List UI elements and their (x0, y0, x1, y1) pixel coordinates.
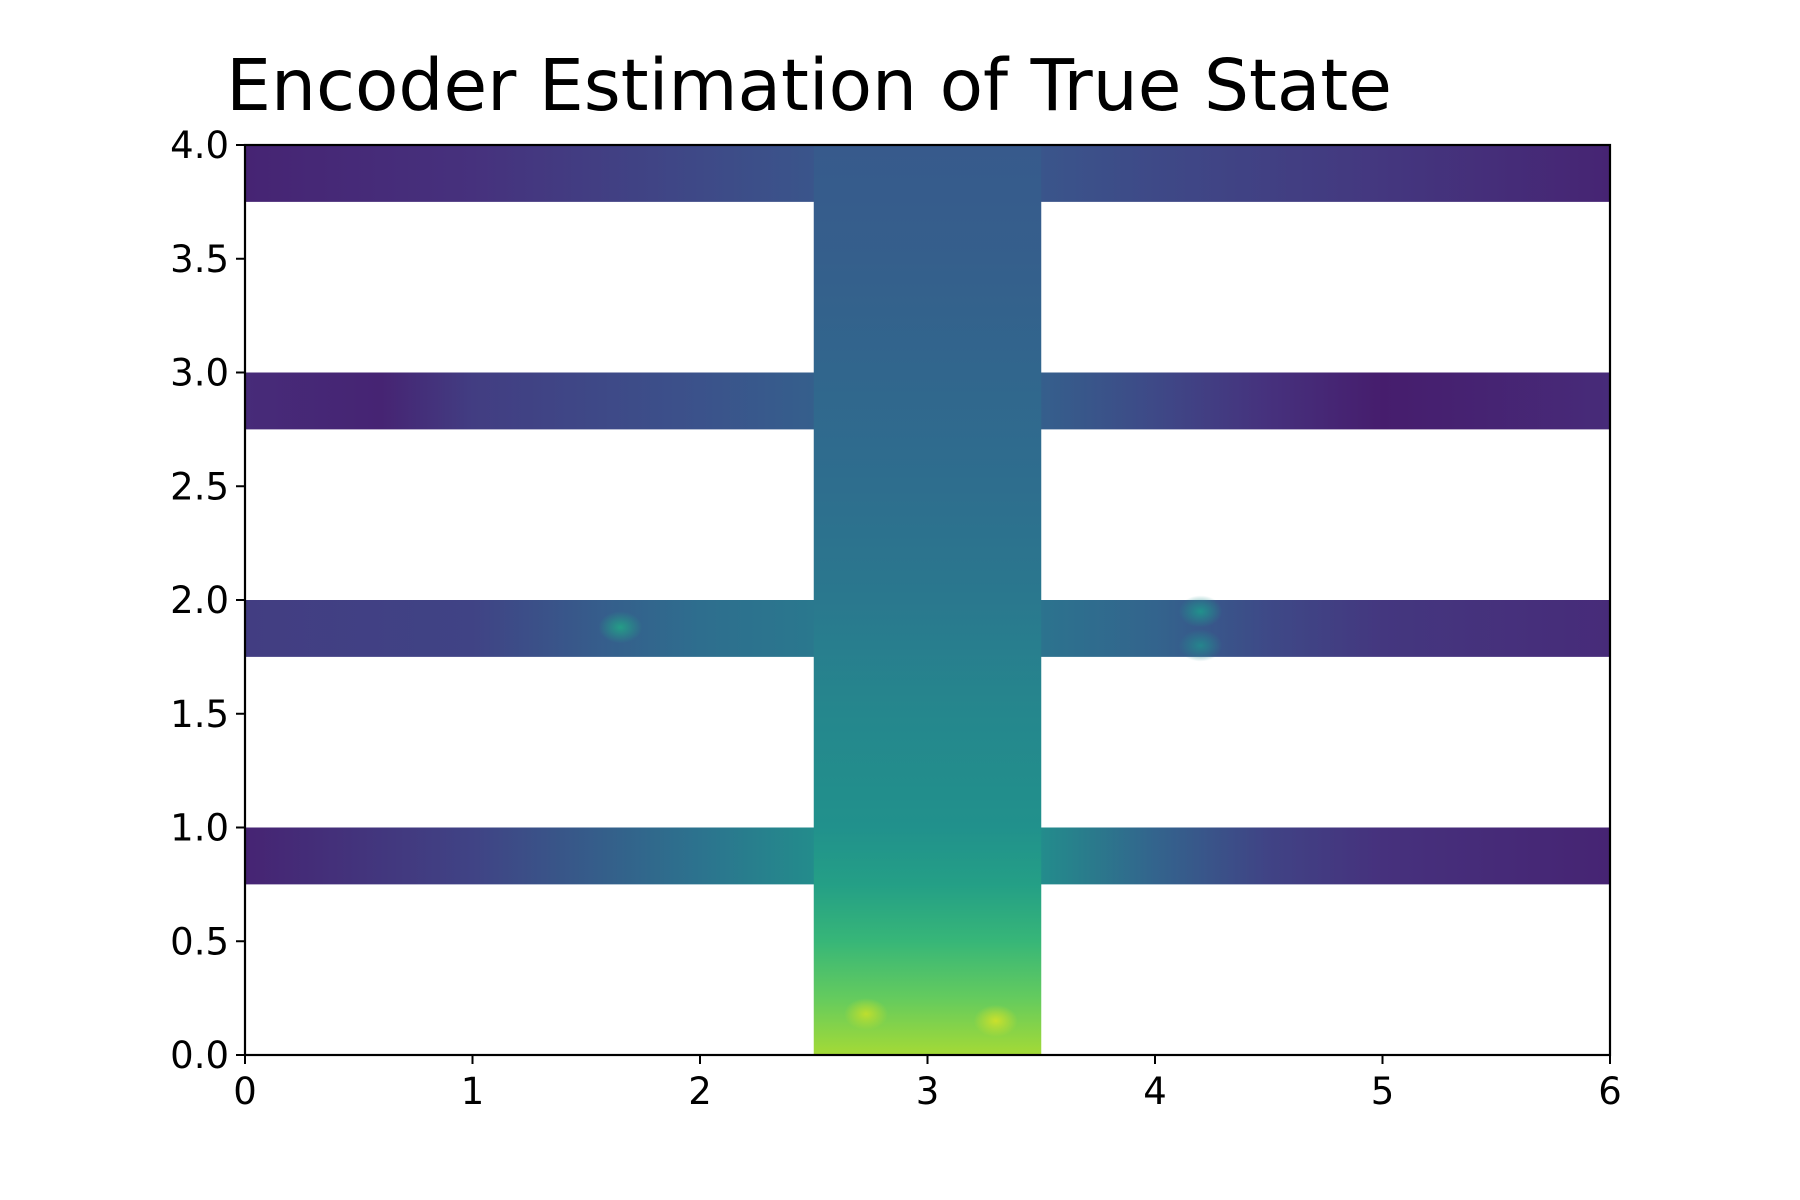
heatmap-hotspots (598, 595, 1223, 1037)
hotspot (1178, 595, 1223, 628)
y-tick-label: 3.0 (170, 352, 229, 395)
x-axis: 0 1 2 3 4 5 6 (233, 1055, 1622, 1113)
region-vertical-corridor (813, 145, 1042, 1055)
x-tick-label: 0 (233, 1070, 257, 1113)
hotspot (1178, 629, 1223, 662)
x-tick-label: 3 (916, 1070, 940, 1113)
x-tick-label: 5 (1371, 1070, 1395, 1113)
hotspot (598, 611, 643, 644)
y-tick-label: 0.0 (170, 1034, 229, 1077)
x-tick-label: 1 (461, 1070, 485, 1113)
y-tick-label: 1.0 (170, 807, 229, 850)
y-tick-label: 3.5 (170, 238, 229, 281)
y-tick-label: 2.5 (170, 465, 229, 508)
x-tick-label: 4 (1143, 1070, 1167, 1113)
heatmap-regions (245, 145, 1610, 1055)
hotspot (844, 998, 889, 1031)
hotspot (973, 1004, 1018, 1037)
chart-title: Encoder Estimation of True State (226, 44, 1392, 127)
y-axis: 0.0 0.5 1.0 1.5 2.0 2.5 3.0 3.5 4.0 (170, 124, 245, 1077)
x-tick-label: 6 (1598, 1070, 1622, 1113)
x-tick-label: 2 (688, 1070, 712, 1113)
y-tick-label: 1.5 (170, 693, 229, 736)
y-tick-label: 2.0 (170, 579, 229, 622)
y-tick-label: 4.0 (170, 124, 229, 167)
y-tick-label: 0.5 (170, 920, 229, 963)
